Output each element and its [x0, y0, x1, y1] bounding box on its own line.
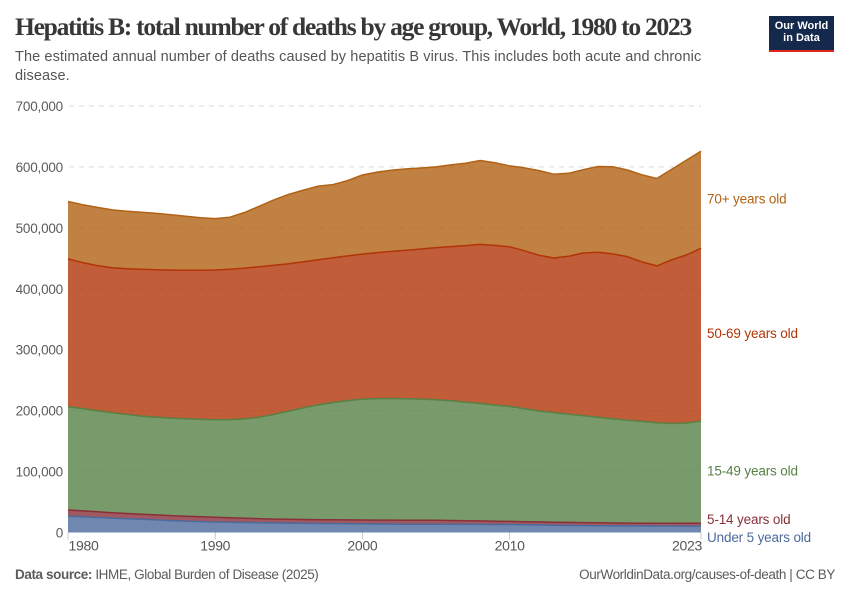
svg-text:500,000: 500,000	[16, 221, 63, 236]
svg-text:100,000: 100,000	[16, 465, 63, 480]
svg-text:2010: 2010	[495, 538, 525, 554]
svg-text:400,000: 400,000	[16, 282, 63, 297]
svg-text:1980: 1980	[69, 538, 99, 554]
svg-text:2000: 2000	[347, 538, 377, 554]
svg-text:200,000: 200,000	[16, 404, 63, 419]
svg-text:1990: 1990	[200, 538, 230, 554]
svg-text:600,000: 600,000	[16, 160, 63, 175]
svg-text:700,000: 700,000	[16, 99, 63, 114]
svg-text:15-49 years old: 15-49 years old	[707, 464, 798, 479]
svg-text:300,000: 300,000	[16, 343, 63, 358]
svg-text:50-69 years old: 50-69 years old	[707, 326, 798, 341]
svg-text:70+ years old: 70+ years old	[707, 192, 786, 207]
svg-text:5-14 years old: 5-14 years old	[707, 512, 790, 527]
svg-text:2023: 2023	[672, 538, 702, 554]
svg-text:Under 5 years old: Under 5 years old	[707, 530, 811, 545]
svg-text:0: 0	[56, 526, 63, 541]
